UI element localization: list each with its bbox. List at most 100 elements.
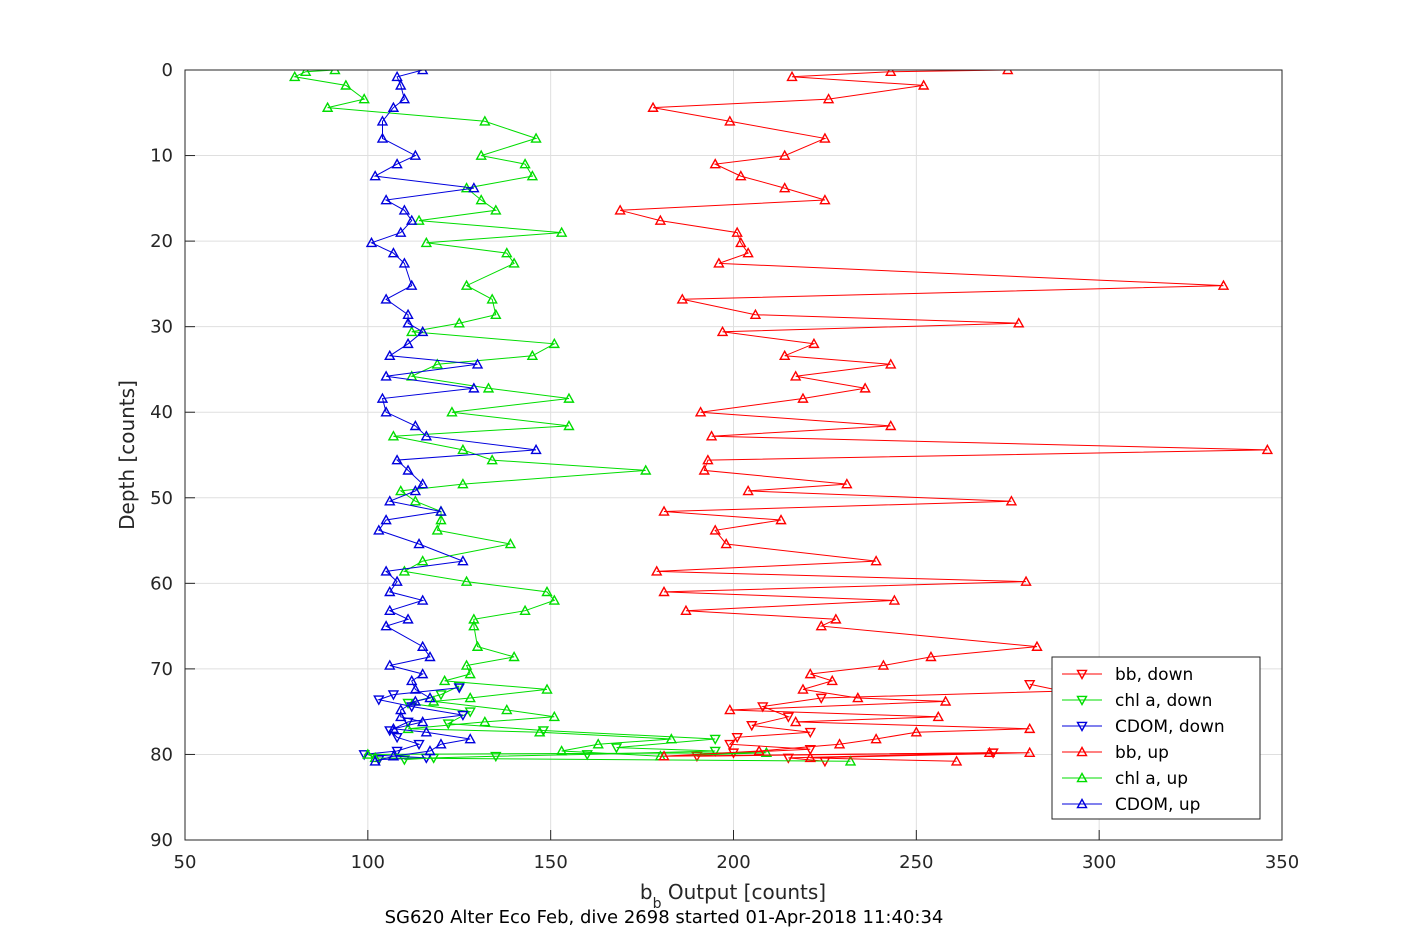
data-point-bb-up: [808, 337, 820, 349]
data-point-bb-up: [885, 419, 897, 431]
data-point-bb-up: [694, 406, 707, 417]
data-point-cdom-down: [413, 739, 425, 751]
data-point-cdom-up: [395, 226, 407, 237]
data-point-bb-up: [779, 182, 791, 193]
data-point-chl-a-up: [501, 704, 513, 715]
data-point-chl-a-up: [548, 594, 561, 605]
data-point-bb-up: [651, 565, 663, 576]
data-point-bb-up: [731, 226, 743, 237]
data-point-cdom-up: [424, 650, 436, 662]
data-point-bb-up: [797, 392, 809, 403]
data-point-chl-a-up: [431, 358, 443, 369]
data-point-chl-a-up: [486, 293, 498, 304]
data-point-bb-down: [731, 733, 743, 744]
data-point-bb-up: [789, 715, 802, 727]
data-point-chl-a-up: [409, 495, 422, 506]
data-point-cdom-up: [416, 478, 429, 489]
data-point-bb-up: [870, 733, 882, 744]
data-point-cdom-up: [380, 406, 392, 417]
data-point-cdom-up: [391, 158, 403, 169]
data-point-chl-a-up: [358, 93, 370, 104]
data-point-chl-a-up: [640, 464, 652, 475]
x-tick-label: 300: [1082, 852, 1116, 873]
data-point-bb-up: [841, 478, 853, 489]
data-point-cdom-down: [358, 750, 370, 761]
x-axis-label-main: b: [640, 880, 653, 904]
data-point-chl-a-up: [362, 748, 374, 759]
data-point-chl-a-up: [460, 659, 473, 670]
data-point-bb-up: [939, 695, 952, 706]
data-point-chl-a-up: [519, 158, 531, 169]
data-point-cdom-up: [468, 182, 480, 193]
data-point-bb-up: [870, 555, 882, 566]
series-layer: [289, 70, 1274, 768]
legend: bb, down chl a, down CDOM, down bb, up chl a…: [1051, 656, 1261, 820]
data-point-chl-a-up: [486, 454, 498, 465]
data-point-cdom-up: [380, 194, 392, 205]
legend-label-cdom-up: CDOM, up: [1115, 795, 1200, 815]
data-point-cdom-up: [471, 358, 484, 369]
data-point-cdom-up: [402, 613, 414, 624]
data-point-cdom-up: [406, 279, 418, 290]
data-point-bb-up: [749, 308, 762, 319]
data-point-bb-up: [885, 70, 897, 77]
data-point-bb-up: [1217, 279, 1230, 290]
data-point-chl-a-up: [592, 738, 604, 749]
y-axis-label: Depth [counts]: [115, 380, 139, 530]
data-point-chl-a-up: [519, 604, 531, 616]
data-point-chl-a-up: [479, 715, 491, 727]
legend-label-bb-down: bb, down: [1115, 665, 1193, 685]
data-point-bb-up: [1261, 443, 1274, 455]
series-cdom-up: [365, 70, 542, 766]
data-point-bb-up: [859, 382, 871, 393]
x-tick-label: 150: [533, 852, 567, 873]
data-point-bb-up: [705, 430, 718, 441]
legend-marker-cdom-down: [1076, 721, 1088, 732]
data-point-bb-up: [789, 370, 802, 381]
data-point-bb-up: [724, 115, 736, 126]
data-point-chl-a-up: [475, 194, 487, 205]
data-point-cdom-up: [416, 325, 429, 337]
data-point-bb-up: [735, 170, 747, 181]
data-point-bb-up: [720, 538, 732, 549]
data-point-chl-a-up: [413, 214, 425, 225]
data-point-bb-up: [658, 505, 670, 516]
data-point-chl-a-up: [387, 430, 400, 441]
series-line-chl-a-up: [293, 70, 851, 762]
x-axis-ticks: 50 100 150 200 250 300 350: [174, 830, 1299, 873]
series-line-bb-up: [619, 70, 1268, 762]
data-point-cdom-up: [416, 594, 429, 605]
data-point-bb-up: [742, 247, 754, 258]
data-point-cdom-up: [424, 692, 436, 703]
data-point-bb-up: [1013, 317, 1025, 328]
data-point-bb-up: [658, 750, 670, 761]
x-tick-label: 50: [174, 852, 197, 873]
data-point-chl-a-down: [442, 719, 454, 730]
data-point-chl-a-up: [508, 257, 520, 268]
data-point-cdom-up: [402, 317, 414, 328]
data-point-bb-up: [1005, 495, 1018, 506]
data-point-bb-up: [797, 683, 809, 694]
data-point-bb-down: [757, 702, 769, 713]
data-point-chl-a-up: [398, 565, 411, 576]
data-point-chl-a-down: [709, 734, 721, 745]
data-point-cdom-up: [387, 722, 400, 734]
data-point-bb-up: [830, 613, 842, 624]
data-point-cdom-up: [530, 443, 542, 455]
data-point-cdom-up: [413, 538, 425, 549]
data-point-cdom-down: [384, 726, 396, 737]
data-point-cdom-up: [380, 514, 392, 525]
data-point-bb-up: [742, 484, 754, 496]
data-point-bb-up: [1020, 575, 1032, 586]
data-point-chl-a-up: [446, 406, 458, 417]
data-point-cdom-up: [380, 370, 392, 381]
data-point-chl-a-up: [468, 620, 480, 631]
y-tick-label: 70: [150, 659, 173, 680]
data-point-chl-a-down: [398, 755, 411, 766]
data-point-chl-a-up: [541, 585, 553, 597]
data-point-chl-a-up: [534, 726, 546, 737]
data-point-cdom-up: [387, 247, 400, 258]
data-point-cdom-up: [380, 565, 392, 576]
data-point-chl-a-down: [464, 707, 476, 718]
